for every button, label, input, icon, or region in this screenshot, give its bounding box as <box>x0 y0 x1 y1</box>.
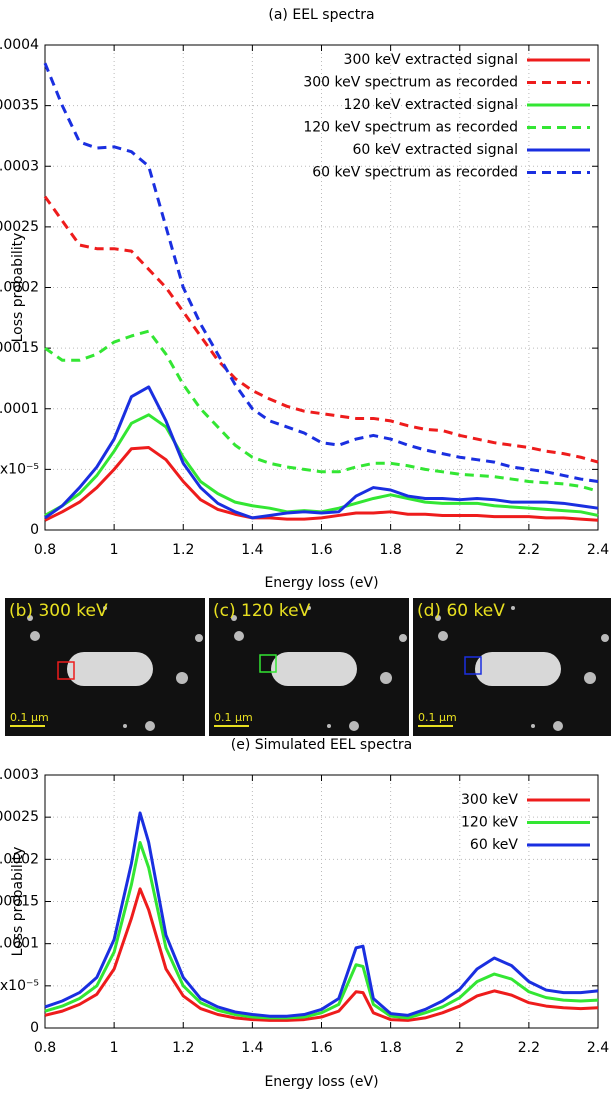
x-axis-label: Energy loss (eV) <box>264 1074 378 1090</box>
nanorod <box>475 652 561 686</box>
image-label: (d) 60 keV <box>417 601 505 621</box>
x-tick-label: 1.8 <box>379 542 401 558</box>
data-line <box>44 329 599 493</box>
x-tick-label: 2 <box>455 542 464 558</box>
legend-label: 120 keV extracted signal <box>344 97 518 113</box>
y-axis-label: Loss probability <box>10 233 26 343</box>
data-line <box>44 385 599 520</box>
y-tick-label: 0.0004 <box>0 37 39 53</box>
legend-label: 300 keV extracted signal <box>344 52 518 68</box>
particle <box>584 672 596 684</box>
image-panel: (c) 120 keV 0.1 μm <box>209 598 409 736</box>
particle <box>435 615 441 621</box>
particle <box>145 721 155 731</box>
data-line <box>44 446 599 522</box>
y-tick-label: 0.0002 <box>0 851 39 867</box>
particle <box>511 606 515 610</box>
legend-label: 120 keV spectrum as recorded <box>303 120 518 136</box>
scale-label: 0.1 μm <box>214 711 253 724</box>
x-axis-label: Energy loss (eV) <box>264 575 378 591</box>
particle <box>195 634 203 642</box>
selection-box <box>259 654 277 673</box>
y-tick-label: 0 <box>30 522 39 538</box>
data-line <box>43 62 599 483</box>
particle <box>176 672 188 684</box>
y-tick-label: 0.00035 <box>0 98 39 114</box>
particle <box>103 606 107 610</box>
scale-label: 0.1 μm <box>10 711 49 724</box>
y-tick-label: 0.00025 <box>0 809 39 825</box>
x-tick-label: 1.4 <box>241 542 263 558</box>
x-tick-label: 2.4 <box>587 1040 609 1056</box>
x-tick-label: 2 <box>455 1040 464 1056</box>
legend-label: 60 keV spectrum as recorded <box>312 165 518 181</box>
image-label: (c) 120 keV <box>213 601 311 621</box>
x-tick-label: 1.6 <box>310 1040 332 1056</box>
x-tick-label: 2.2 <box>518 1040 540 1056</box>
particle <box>234 631 244 641</box>
y-tick-label: 0.00025 <box>0 219 39 235</box>
x-tick-label: 2.2 <box>518 542 540 558</box>
particle <box>553 721 563 731</box>
x-tick-label: 1.2 <box>172 542 194 558</box>
x-tick-label: 1.6 <box>310 542 332 558</box>
y-tick-label: 0.00015 <box>0 894 39 910</box>
x-tick-label: 0.8 <box>34 1040 56 1056</box>
selection-box <box>464 656 482 675</box>
x-tick-label: 2.4 <box>587 542 609 558</box>
x-tick-label: 1.8 <box>379 1040 401 1056</box>
y-axis-label: Loss probability <box>10 847 26 957</box>
nanorod <box>271 652 357 686</box>
particle <box>30 631 40 641</box>
y-tick-label: 0.0001 <box>0 401 39 417</box>
legend-label: 300 keV <box>461 792 518 808</box>
data-line <box>44 887 599 1022</box>
image-panel: (b) 300 keV 0.1 μm <box>5 598 205 736</box>
y-tick-label: 5x10⁻⁵ <box>0 978 39 994</box>
chart-title: (e) Simulated EEL spectra <box>231 737 412 753</box>
plot-frame <box>44 44 599 531</box>
particle <box>231 615 237 621</box>
x-tick-label: 0.8 <box>34 542 56 558</box>
y-tick-label: 0.0003 <box>0 158 39 174</box>
x-tick-label: 1 <box>110 542 119 558</box>
image-label: (b) 300 keV <box>9 601 108 621</box>
particle <box>531 724 535 728</box>
y-tick-label: 0.0003 <box>0 767 39 783</box>
x-tick-label: 1.2 <box>172 1040 194 1056</box>
y-tick-label: 0 <box>30 1020 39 1036</box>
particle <box>601 634 609 642</box>
image-panel: (d) 60 keV 0.1 μm <box>413 598 611 736</box>
data-line <box>44 811 599 1018</box>
y-tick-label: 0.0002 <box>0 280 39 296</box>
legend-label: 60 keV extracted signal <box>352 142 518 158</box>
y-tick-label: 0.00015 <box>0 340 39 356</box>
particle <box>327 724 331 728</box>
data-line <box>43 195 599 464</box>
legend-label: 120 keV <box>461 815 518 831</box>
data-line <box>44 840 599 1020</box>
scale-label: 0.1 μm <box>418 711 457 724</box>
particle <box>307 606 311 610</box>
legend-label: 60 keV <box>470 837 518 853</box>
selection-box <box>57 661 75 680</box>
particle <box>123 724 127 728</box>
chart-title: (a) EEL spectra <box>268 7 374 23</box>
particle <box>399 634 407 642</box>
y-tick-label: 0.0001 <box>0 936 39 952</box>
particle <box>27 615 33 621</box>
x-tick-label: 1.4 <box>241 1040 263 1056</box>
nanorod <box>67 652 153 686</box>
particle <box>349 721 359 731</box>
particle <box>380 672 392 684</box>
x-tick-label: 1 <box>110 1040 119 1056</box>
plot-frame <box>44 774 599 1029</box>
particle <box>438 631 448 641</box>
legend-label: 300 keV spectrum as recorded <box>303 75 518 91</box>
y-tick-label: 5x10⁻⁵ <box>0 461 39 477</box>
